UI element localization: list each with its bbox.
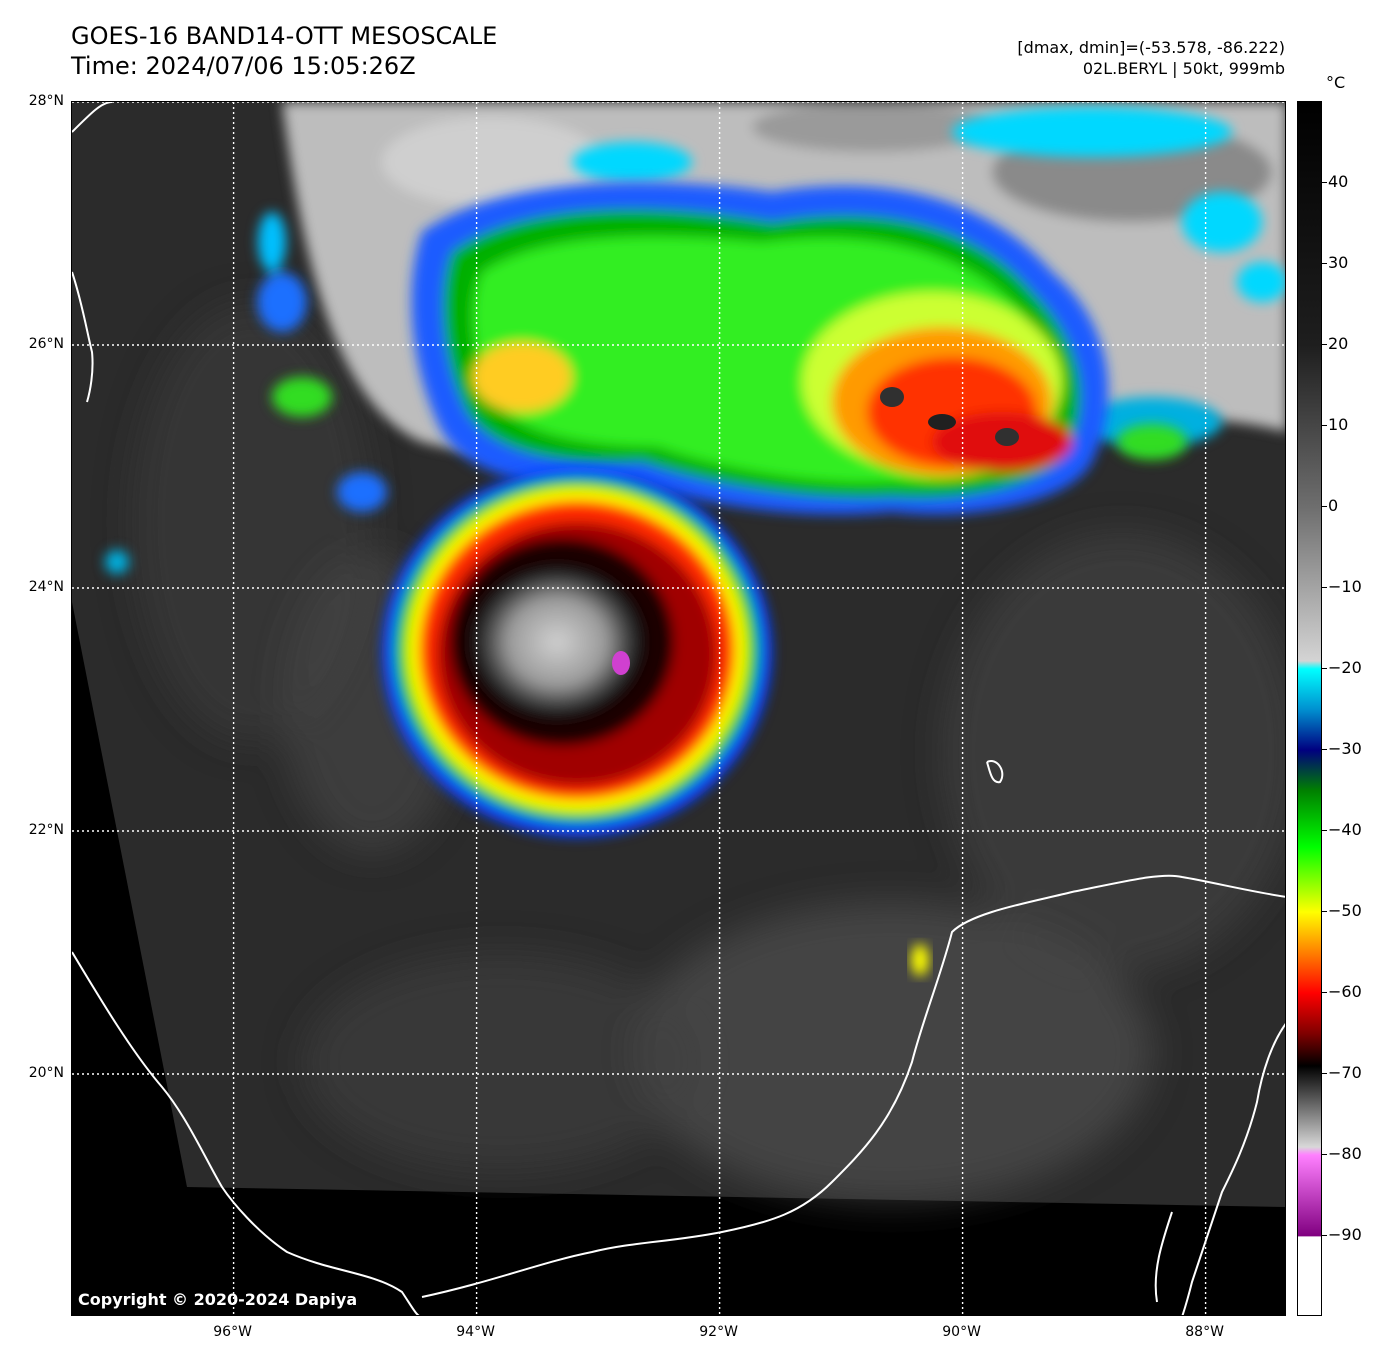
- overshooting-tops: [880, 387, 1019, 446]
- lon-tick-label: 92°W: [699, 1324, 738, 1340]
- satellite-map: [71, 101, 1286, 1316]
- copyright-text: Copyright © 2020-2024 Dapiya: [78, 1290, 358, 1309]
- lat-tick-label: 22°N: [28, 822, 64, 838]
- colorbar-tick-label: −20: [1328, 658, 1362, 677]
- colorbar-unit: °C: [1326, 73, 1346, 92]
- chart-title-line1: GOES-16 BAND14-OTT MESOSCALE: [71, 22, 498, 50]
- lon-tick-label: 88°W: [1185, 1324, 1224, 1340]
- colorbar-tick-mark: [1322, 749, 1327, 750]
- colorbar-tick-mark: [1322, 830, 1327, 831]
- colorbar-tick-label: −60: [1328, 982, 1362, 1001]
- colorbar-tick-label: −10: [1328, 577, 1362, 596]
- lon-tick-label: 90°W: [942, 1324, 981, 1340]
- dmax-dmin-readout: [dmax, dmin]=(-53.578, -86.222): [1017, 38, 1285, 57]
- colorbar-tick-mark: [1322, 992, 1327, 993]
- colorbar-svg: [1298, 102, 1321, 1315]
- colorbar-gradient: [1298, 102, 1321, 1315]
- lat-tick-label: 20°N: [28, 1065, 64, 1081]
- colorbar-tick-mark: [1322, 506, 1327, 507]
- low-cloud-texture: [132, 302, 1285, 1202]
- west-feeder-bands: [105, 212, 1187, 574]
- colorbar-tick-label: −40: [1328, 820, 1362, 839]
- coastlines: [72, 102, 1285, 1315]
- north-convection: [411, 182, 1109, 515]
- colorbar-tick-mark: [1322, 1073, 1327, 1074]
- colorbar-tick-mark: [1322, 1154, 1327, 1155]
- central-dense-overcast: [382, 467, 772, 837]
- colorbar-tick-label: 0: [1328, 496, 1339, 515]
- colorbar: [1297, 101, 1322, 1316]
- chart-title-time: Time: 2024/07/06 15:05:26Z: [71, 52, 416, 80]
- lat-tick-label: 28°N: [28, 93, 64, 109]
- satellite-map-svg: [72, 102, 1285, 1315]
- colorbar-tick-label: −80: [1328, 1144, 1362, 1163]
- colorbar-tick-mark: [1322, 668, 1327, 669]
- colorbar-tick-mark: [1322, 263, 1327, 264]
- yucatan-cell: [911, 944, 929, 976]
- colorbar-tick-mark: [1322, 1235, 1327, 1236]
- colorbar-tick-mark: [1322, 182, 1327, 183]
- lat-tick-label: 24°N: [28, 579, 64, 595]
- colorbar-tick-mark: [1322, 425, 1327, 426]
- colorbar-tick-mark: [1322, 587, 1327, 588]
- colorbar-tick-label: 10: [1328, 415, 1349, 434]
- colorbar-tick-label: −50: [1328, 901, 1362, 920]
- colorbar-tick-label: −70: [1328, 1063, 1362, 1082]
- colorbar-tick-label: −30: [1328, 739, 1362, 758]
- cyan-cloud-edge: [572, 107, 1285, 447]
- colorbar-tick-label: 40: [1328, 172, 1349, 191]
- colorbar-tick-mark: [1322, 344, 1327, 345]
- lon-tick-label: 94°W: [456, 1324, 495, 1340]
- colorbar-tick-label: 30: [1328, 253, 1349, 272]
- lat-tick-label: 26°N: [28, 336, 64, 352]
- colorbar-tick-mark: [1322, 911, 1327, 912]
- storm-info: 02L.BERYL | 50kt, 999mb: [1082, 59, 1285, 78]
- coldest-tops: [612, 651, 630, 675]
- colorbar-tick-label: −90: [1328, 1225, 1362, 1244]
- lon-tick-label: 96°W: [213, 1324, 252, 1340]
- colorbar-tick-label: 20: [1328, 334, 1349, 353]
